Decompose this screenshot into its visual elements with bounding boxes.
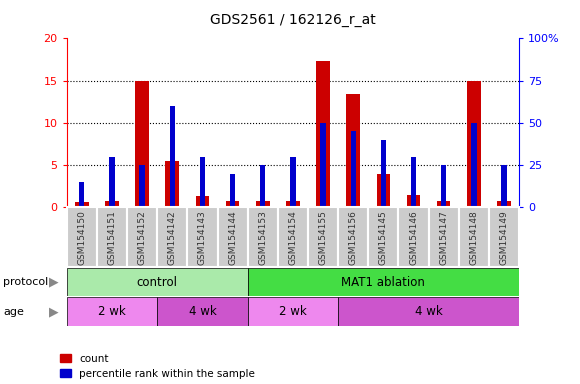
- Bar: [346, 94, 360, 207]
- Text: GSM154154: GSM154154: [288, 210, 298, 265]
- Bar: [467, 81, 481, 207]
- Bar: [97, 207, 127, 267]
- Text: ▶: ▶: [49, 276, 59, 288]
- Text: 2 wk: 2 wk: [279, 305, 307, 318]
- Bar: [501, 165, 507, 207]
- Text: ▶: ▶: [49, 305, 59, 318]
- Text: GSM154152: GSM154152: [137, 210, 147, 265]
- Text: GSM154151: GSM154151: [107, 210, 117, 265]
- Bar: [459, 207, 489, 267]
- Bar: [105, 202, 119, 207]
- Bar: [407, 195, 420, 207]
- Bar: [79, 182, 85, 207]
- Bar: [316, 61, 330, 207]
- Legend: count, percentile rank within the sample: count, percentile rank within the sample: [60, 354, 255, 379]
- Bar: [429, 207, 459, 267]
- Text: GSM154146: GSM154146: [409, 210, 418, 265]
- Bar: [320, 123, 326, 207]
- Bar: [230, 174, 235, 207]
- Bar: [308, 207, 338, 267]
- Bar: [441, 165, 447, 207]
- Text: 2 wk: 2 wk: [98, 305, 126, 318]
- Text: control: control: [137, 276, 177, 288]
- Bar: [67, 207, 97, 267]
- Bar: [398, 207, 429, 267]
- Text: GSM154144: GSM154144: [228, 210, 237, 265]
- Bar: [169, 106, 175, 207]
- Bar: [411, 157, 416, 207]
- Text: age: age: [3, 306, 24, 317]
- Text: GSM154143: GSM154143: [198, 210, 207, 265]
- Bar: [489, 207, 519, 267]
- Text: 4 wk: 4 wk: [415, 305, 443, 318]
- Text: GSM154155: GSM154155: [318, 210, 328, 265]
- Text: GSM154145: GSM154145: [379, 210, 388, 265]
- Bar: [368, 207, 398, 267]
- Text: MAT1 ablation: MAT1 ablation: [342, 276, 425, 288]
- Text: GSM154150: GSM154150: [77, 210, 86, 265]
- Text: GSM154142: GSM154142: [168, 210, 177, 265]
- Bar: [290, 157, 296, 207]
- Bar: [67, 297, 157, 326]
- Bar: [497, 202, 511, 207]
- Bar: [248, 268, 519, 296]
- Bar: [109, 157, 115, 207]
- Bar: [286, 202, 300, 207]
- Bar: [338, 207, 368, 267]
- Bar: [260, 165, 266, 207]
- Text: protocol: protocol: [3, 277, 48, 287]
- Bar: [218, 207, 248, 267]
- Bar: [350, 131, 356, 207]
- Text: GSM154156: GSM154156: [349, 210, 358, 265]
- Bar: [248, 297, 338, 326]
- Bar: [135, 81, 149, 207]
- Bar: [380, 140, 386, 207]
- Bar: [226, 202, 240, 207]
- Text: GSM154153: GSM154153: [258, 210, 267, 265]
- Text: GSM154147: GSM154147: [439, 210, 448, 265]
- Bar: [256, 202, 270, 207]
- Text: 4 wk: 4 wk: [188, 305, 216, 318]
- Bar: [165, 161, 179, 207]
- Bar: [278, 207, 308, 267]
- Bar: [195, 195, 209, 207]
- Bar: [75, 202, 89, 207]
- Bar: [127, 207, 157, 267]
- Text: GSM154149: GSM154149: [499, 210, 509, 265]
- Bar: [200, 157, 205, 207]
- Bar: [157, 207, 187, 267]
- Bar: [157, 297, 248, 326]
- Bar: [376, 174, 390, 207]
- Bar: [471, 123, 477, 207]
- Bar: [67, 268, 248, 296]
- Bar: [338, 297, 519, 326]
- Bar: [139, 165, 145, 207]
- Bar: [437, 202, 451, 207]
- Bar: [187, 207, 218, 267]
- Text: GDS2561 / 162126_r_at: GDS2561 / 162126_r_at: [210, 13, 376, 27]
- Text: GSM154148: GSM154148: [469, 210, 478, 265]
- Bar: [248, 207, 278, 267]
